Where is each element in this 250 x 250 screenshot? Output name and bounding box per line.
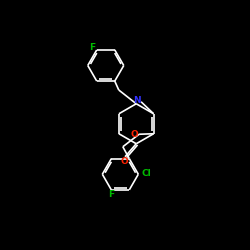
Text: F: F — [108, 190, 114, 199]
Text: O: O — [121, 157, 128, 166]
Text: O: O — [131, 130, 138, 139]
Text: N: N — [133, 96, 140, 105]
Text: Cl: Cl — [142, 168, 151, 177]
Text: F: F — [89, 43, 95, 52]
